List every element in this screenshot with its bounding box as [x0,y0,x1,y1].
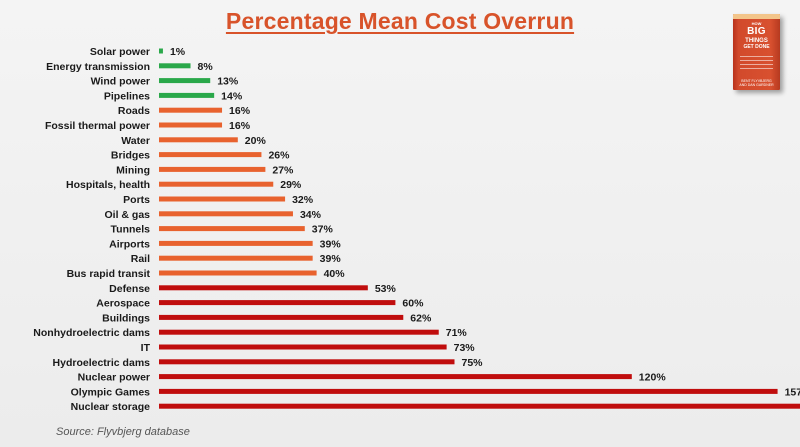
value-label: 71% [446,327,468,339]
bar [159,166,266,172]
value-label: 75% [462,357,484,369]
category-label: Nuclear power [78,372,150,384]
value-label: 8% [198,61,214,73]
value-label: 29% [280,179,302,191]
value-label: 39% [320,238,342,250]
bar [159,255,313,261]
category-label: Fossil thermal power [45,120,150,132]
value-label: 20% [245,135,267,147]
category-label: Oil & gas [104,209,150,221]
category-label: Rail [131,253,150,265]
value-label: 53% [375,283,397,295]
value-label: 60% [402,298,424,310]
value-label: 120% [639,372,667,384]
bar [159,359,455,365]
value-label: 73% [454,342,476,354]
bar [159,196,286,202]
value-label: 16% [229,120,251,132]
book-subtitle-line [740,64,773,65]
bar [159,270,317,276]
book-subtitle-line [740,56,773,57]
category-label: Hydroelectric dams [53,357,151,369]
bar [159,226,305,232]
bar [159,374,632,380]
category-label: Airports [109,238,150,250]
value-label: 40% [324,268,346,280]
value-label: 62% [410,312,432,324]
bar [159,240,313,246]
category-label: Mining [116,164,150,176]
value-label: 14% [221,90,243,102]
book-cover-image: HOW BIG THINGS GET DONE BENT FLYVBJERG A… [733,14,780,90]
category-label: Energy transmission [46,61,150,73]
bar [159,107,223,113]
book-title-line-3: THINGS [745,38,768,44]
category-label: Nuclear storage [71,401,151,413]
bar [159,152,262,158]
bar [159,300,396,306]
category-label: Bus rapid transit [67,268,151,280]
book-author-line-1: BENT FLYVBJERG [741,79,772,83]
bar [159,211,293,217]
value-label: 157% [785,386,800,398]
category-label: Pipelines [104,90,150,102]
category-label: Ports [123,194,150,206]
category-label: Roads [118,105,150,117]
value-label: 16% [229,105,251,117]
bar [159,122,223,128]
book-cover-strip [733,14,780,19]
category-label: Water [121,135,150,147]
source-note: Source: Flyvbjerg database [56,426,190,438]
value-label: 26% [268,150,290,162]
value-label: 39% [320,253,342,265]
category-label: IT [141,342,151,354]
category-label: Aerospace [96,298,150,310]
book-subtitle-line [740,60,773,61]
value-label: 13% [217,76,239,88]
book-title-line-1: HOW [751,21,762,26]
category-label: Buildings [102,312,150,324]
bar [159,92,215,98]
book-author-line-2: AND DAN GARDNER [739,83,774,87]
category-label: Hospitals, health [66,179,150,191]
category-label: Bridges [111,150,150,162]
category-label: Olympic Games [71,386,151,398]
category-label: Tunnels [111,224,151,236]
category-label: Defense [109,283,150,295]
book-subtitle-line [740,68,773,69]
value-label: 27% [272,164,294,176]
book-title-line-4: GET DONE [743,44,770,50]
chart-title: Percentage Mean Cost Overrun [225,8,575,34]
bar [159,344,447,350]
bar [159,314,404,320]
category-label: Nonhydroelectric dams [33,327,150,339]
bar [159,403,800,409]
bar [159,181,274,187]
bar [159,78,211,84]
bar [159,63,191,69]
value-label: 37% [312,224,334,236]
category-label: Solar power [90,46,150,58]
value-label: 1% [170,46,186,58]
category-label: Wind power [91,76,150,88]
value-label: 32% [292,194,314,206]
bar [159,137,238,143]
bar [159,388,778,394]
bar [159,48,163,54]
value-label: 34% [300,209,322,221]
bar [159,329,439,335]
bar [159,285,368,291]
book-title-line-2: BIG [747,26,766,37]
